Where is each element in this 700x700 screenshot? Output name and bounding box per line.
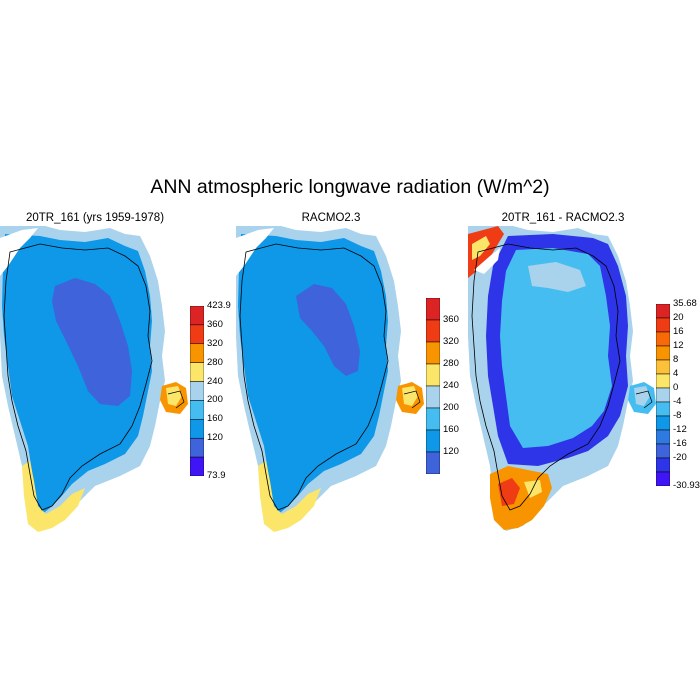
- map-diff-positive-south: [490, 466, 552, 530]
- greenland-map: [0, 226, 188, 532]
- map-interior-region: [52, 278, 132, 406]
- colorbar-swatch: [656, 415, 670, 431]
- colorbar-swatch: [656, 457, 670, 473]
- colorbar-tick-label: 320: [207, 337, 223, 349]
- colorbar-swatch: [190, 362, 204, 382]
- panel-title: RACMO2.3: [301, 212, 361, 224]
- colorbar-swatch: [426, 429, 440, 453]
- colorbar-swatch: [656, 401, 670, 417]
- colorbar-tick-label: -16: [673, 438, 687, 449]
- colorbar-tick-label: 73.9: [207, 470, 226, 481]
- colorbar-tick-label: 16: [673, 326, 684, 337]
- colorbar-swatch: [190, 381, 204, 401]
- colorbar-swatch: [190, 437, 204, 458]
- colorbar-swatch: [656, 345, 670, 361]
- colorbar-tick-label: 35.68: [673, 298, 697, 309]
- colorbar-swatch: [656, 359, 670, 375]
- colorbar-tick-label: 200: [207, 394, 223, 406]
- colorbar-tick-label: -8: [673, 410, 682, 421]
- colorbar-tick-label: 320: [443, 336, 459, 347]
- greenland-diff-map: [468, 226, 656, 531]
- map-diff-main: [500, 248, 612, 448]
- colorbar-swatch: [190, 456, 204, 476]
- colorbar-swatch: [190, 306, 204, 326]
- colorbar-tick-label: 280: [443, 358, 459, 369]
- colorbar-tick-label: 4: [673, 368, 679, 379]
- colorbar-swatch: [656, 387, 670, 403]
- map-diff-neutral: [528, 262, 586, 292]
- colorbar-swatch: [190, 324, 204, 345]
- colorbar-tick-label: -4: [673, 396, 682, 407]
- colorbar-swatch: [656, 317, 670, 333]
- colorbar-swatch: [190, 400, 204, 420]
- colorbar-swatch: [656, 331, 670, 347]
- colorbar-swatch: [426, 451, 440, 474]
- colorbar-tick-label: 120: [443, 446, 459, 457]
- colorbar-swatch: [656, 471, 670, 486]
- colorbar-tick-label: 240: [207, 375, 223, 387]
- colorbar-swatch: [426, 407, 440, 431]
- panel-title: 20TR_161 - RACMO2.3: [501, 212, 625, 224]
- colorbar-swatch: [656, 443, 670, 459]
- colorbar-tick-label: 160: [207, 413, 223, 425]
- map-ice-region: [2, 234, 152, 516]
- colorbar-tick-label: 360: [207, 318, 223, 330]
- colorbar-tick-label: -20: [673, 452, 687, 463]
- colorbar-swatch: [426, 298, 440, 321]
- coastline: [471, 243, 621, 511]
- figure-title: ANN atmospheric longwave radiation (W/m^…: [150, 176, 550, 198]
- panel-difference: 20TR_161 - RACMO2.3 35.68 20 16 12 8 4 0 -4 -8 -1…: [468, 212, 700, 532]
- map-interior-region: [296, 284, 360, 376]
- panel-model: 20TR_161 (yrs 1959-1978) 423.9 360 320 280 2…: [0, 212, 232, 532]
- panel-reference: RACMO2.3 360 320 280 240 200 160 120: [236, 212, 468, 532]
- colorbar-tick-label: 0: [673, 382, 679, 393]
- colorbar-swatch: [426, 385, 440, 409]
- colorbar-tick-label: 12: [673, 340, 684, 351]
- colorbar-tick-label: 8: [673, 354, 679, 365]
- colorbar-tick-label: -30.93: [673, 480, 700, 491]
- colorbar-tick-label: 280: [207, 356, 223, 368]
- colorbar-tick-label: 200: [443, 402, 459, 413]
- map-ice-region: [238, 234, 388, 516]
- map-south-margin: [258, 461, 321, 532]
- colorbar-swatch: [426, 319, 440, 343]
- colorbar-tick-label: 20: [673, 312, 684, 323]
- colorbar-tick-label: 120: [207, 432, 223, 444]
- map-diff-positive-nw: [468, 226, 504, 278]
- colorbar-tick-label: 423.9: [207, 300, 231, 311]
- colorbar-swatch: [190, 419, 204, 439]
- colorbar-swatch: [190, 343, 204, 363]
- colorbar-swatch: [426, 363, 440, 387]
- colorbar-swatches: [426, 298, 440, 474]
- colorbar-tick-label: -12: [673, 424, 687, 435]
- colorbar-tick-label: 160: [443, 424, 459, 435]
- coastline: [3, 243, 153, 511]
- greenland-map: [236, 226, 424, 532]
- panel-title: 20TR_161 (yrs 1959-1978): [25, 212, 165, 224]
- colorbar-swatch: [656, 373, 670, 389]
- coastline: [239, 243, 389, 511]
- colorbar-swatch: [656, 304, 670, 319]
- map-south-margin: [22, 461, 85, 532]
- colorbar-swatch: [426, 341, 440, 365]
- colorbar-swatch: [656, 429, 670, 445]
- colorbar-swatches: [656, 304, 670, 486]
- colorbar-tick-label: 240: [443, 380, 459, 391]
- colorbar-tick-label: 360: [443, 314, 459, 325]
- colorbar-swatches: [190, 306, 204, 476]
